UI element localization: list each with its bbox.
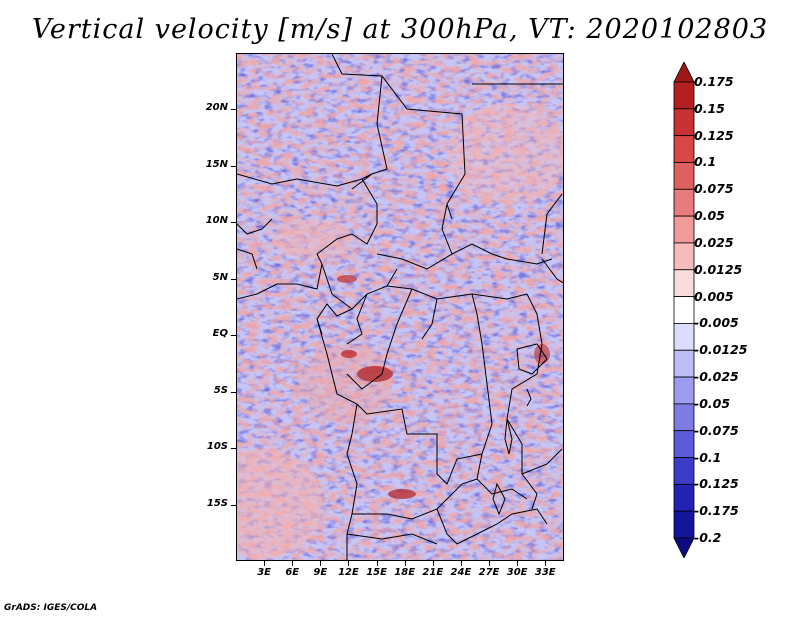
colorbar-bottom-arrow xyxy=(673,537,695,558)
x-tick-mark xyxy=(545,561,547,566)
x-tick-mark xyxy=(292,561,294,566)
colorbar-level-label: 0.075 xyxy=(694,181,734,197)
y-tick-label: 10S xyxy=(206,441,228,453)
colorbar-level-label: -0.075 xyxy=(694,422,739,438)
colorbar-swatch xyxy=(673,269,695,297)
colorbar-level-label: 0.005 xyxy=(694,288,734,304)
colorbar xyxy=(673,62,695,558)
colorbar-level-label: -0.1 xyxy=(694,449,722,465)
y-tick-mark xyxy=(231,109,236,111)
x-tick-label: 21E xyxy=(422,567,444,578)
map-plot-area xyxy=(236,53,564,561)
colorbar-swatch xyxy=(673,162,695,190)
colorbar-swatch xyxy=(673,403,695,432)
lakes xyxy=(492,343,548,516)
x-tick-mark xyxy=(348,561,350,566)
colorbar-swatch xyxy=(673,349,695,378)
colorbar-level-label: 0.175 xyxy=(694,74,734,89)
y-tick-label: 10N xyxy=(205,215,228,227)
x-tick-mark xyxy=(489,561,491,566)
x-tick-label: 3E xyxy=(257,567,271,578)
colorbar-top-arrow xyxy=(673,62,695,83)
colorbar-swatch xyxy=(673,242,695,271)
y-tick-mark xyxy=(231,335,236,337)
colorbar-swatch xyxy=(673,376,695,405)
colorbar-level-label: -0.025 xyxy=(694,369,739,385)
colorbar-level-label: 0.025 xyxy=(694,234,734,250)
y-tick-mark xyxy=(231,504,236,506)
y-tick-label: 15S xyxy=(206,497,228,509)
y-tick-mark xyxy=(231,165,236,167)
colorbar-swatch xyxy=(673,188,695,217)
colorbar-swatch xyxy=(673,430,695,458)
x-tick-label: 18E xyxy=(394,567,416,578)
colorbar-swatch xyxy=(673,135,695,163)
y-tick-mark xyxy=(231,222,236,224)
y-tick-label: 5N xyxy=(212,271,228,283)
x-tick-mark xyxy=(517,561,519,566)
colorbar-swatch xyxy=(673,323,695,351)
x-tick-mark xyxy=(432,561,434,566)
colorbar-level-label: -0.2 xyxy=(694,530,722,545)
x-tick-label: 27E xyxy=(478,567,500,578)
x-tick-label: 24E xyxy=(450,567,472,578)
colorbar-swatch xyxy=(673,296,695,324)
grads-credit: GrADS: IGES/COLA xyxy=(4,603,98,613)
x-tick-label: 12E xyxy=(338,567,359,578)
x-tick-mark xyxy=(320,561,322,566)
x-tick-label: 30E xyxy=(506,567,528,578)
x-tick-mark xyxy=(404,561,406,566)
x-tick-label: 15E xyxy=(366,567,387,578)
colorbar-level-label: 0.1 xyxy=(694,154,717,170)
y-tick-label: 20N xyxy=(205,102,228,114)
x-tick-mark xyxy=(460,561,462,566)
colorbar-level-label: -0.0125 xyxy=(694,342,748,358)
y-tick-label: EQ xyxy=(212,328,228,340)
colorbar-level-label: 0.15 xyxy=(694,100,725,116)
colorbar-level-label: -0.05 xyxy=(694,395,731,411)
map-title: Vertical velocity [m/s] at 300hPa, VT: 2… xyxy=(31,14,769,45)
x-tick-label: 9E xyxy=(313,567,328,578)
colorbar-swatch xyxy=(673,108,695,137)
colorbar-swatch xyxy=(673,483,695,512)
country-borders xyxy=(237,54,563,560)
colorbar-level-label: 0.05 xyxy=(694,208,725,224)
y-tick-mark xyxy=(231,391,236,393)
y-tick-label: 5S xyxy=(213,384,228,396)
vertical-velocity-field xyxy=(237,54,563,560)
colorbar-level-label: 0.125 xyxy=(694,127,734,143)
y-tick-label: 15N xyxy=(205,158,228,170)
x-tick-label: 6E xyxy=(285,567,300,578)
colorbar-level-label: 0.0125 xyxy=(694,261,743,277)
colorbar-swatch xyxy=(673,510,695,539)
colorbar-level-label: -0.125 xyxy=(694,476,739,492)
y-tick-mark xyxy=(231,278,236,280)
colorbar-level-label: -0.005 xyxy=(694,315,739,331)
colorbar-level-label: -0.175 xyxy=(694,503,739,519)
colorbar-swatch xyxy=(673,215,695,244)
x-tick-label: 33E xyxy=(534,567,556,578)
colorbar-swatch xyxy=(673,457,695,485)
x-tick-mark xyxy=(264,561,266,566)
x-tick-mark xyxy=(376,561,378,566)
y-tick-mark xyxy=(231,448,236,450)
colorbar-swatch xyxy=(673,81,695,110)
